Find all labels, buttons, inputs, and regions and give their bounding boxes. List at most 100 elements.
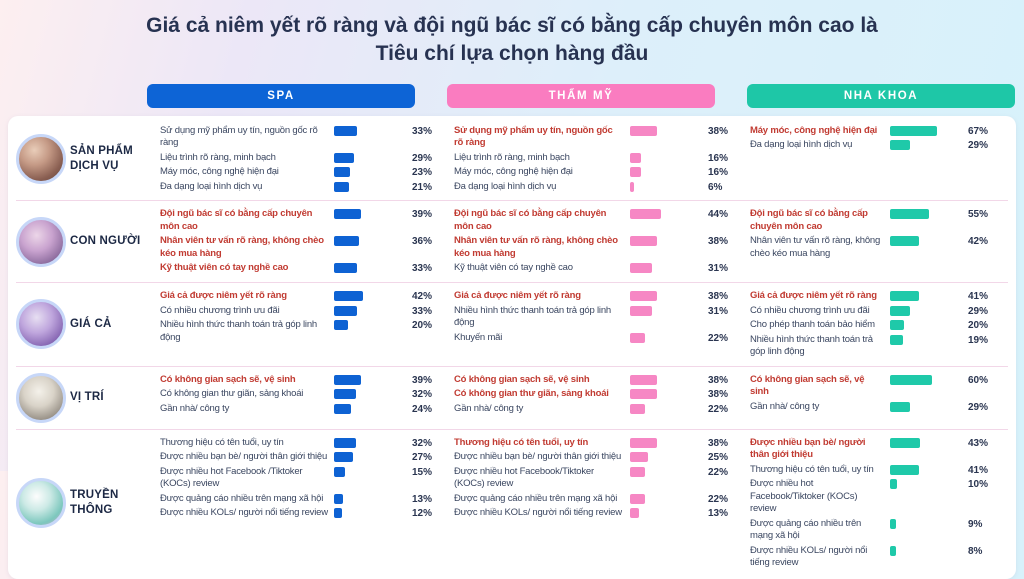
criteria-item: Nhiều hình thức thanh toán trả góp linh … — [454, 305, 740, 330]
value-label: 13% — [412, 493, 433, 505]
criteria-label: Đa dạng loại hình dịch vụ — [454, 180, 557, 192]
bar-track — [630, 181, 700, 192]
bar — [630, 291, 657, 301]
criteria-label: Có không gian sạch sẽ, vệ sinh — [160, 373, 296, 385]
criteria-label: Kỹ thuật viên có tay nghề cao — [454, 262, 573, 274]
value-label: 42% — [412, 291, 433, 302]
bar-track — [890, 139, 960, 151]
criteria-item: Được nhiều bạn bè/ người thân giới thiệu… — [160, 451, 444, 464]
criteria-label: Gần nhà/ công ty — [454, 402, 524, 414]
bar — [890, 236, 920, 247]
bar-track — [334, 388, 404, 400]
criteria-item: Đội ngũ bác sĩ có bằng cấp chuyên môn ca… — [750, 208, 1000, 233]
value-label: 12% — [412, 508, 433, 520]
criteria-label: Đội ngũ bác sĩ có bằng cấp chuyên môn ca… — [750, 208, 868, 232]
criteria-cell-tham-my: Có không gian sạch sẽ, vệ sinh 38% Có khôn… — [454, 373, 746, 417]
bar-track — [890, 334, 960, 345]
criteria-item: Được nhiều bạn bè/ người thân giới thiệu… — [750, 437, 1000, 462]
criteria-item: Có không gian sạch sẽ, vệ sinh 38% — [454, 374, 740, 387]
criteria-item: Giá cả được niêm yết rõ ràng 41% — [750, 290, 1000, 303]
column-header-nha-khoa: NHA KHOA — [747, 83, 1015, 108]
criteria-item: Đội ngũ bác sĩ có bằng cấp chuyên môn ca… — [454, 208, 740, 233]
value-label: 22% — [708, 493, 729, 505]
criteria-label: Đội ngũ bác sĩ có bằng cấp chuyên môn ca… — [454, 208, 607, 232]
value-label: 13% — [708, 508, 729, 520]
criteria-item: Được nhiều KOLs/ người nổi tiếng review 1… — [160, 507, 444, 520]
bar — [334, 209, 362, 220]
criteria-item: Máy móc, công nghệ hiện đại 23% — [160, 166, 444, 179]
category-label: TRUYỀN THÔNG — [70, 489, 119, 517]
facial-treatment-photo-icon — [16, 216, 66, 267]
value-label: 38% — [708, 291, 729, 302]
chart-card: SẢN PHẨM DỊCH VỤ Sử dụng mỹ phẩm uy tín, … — [8, 115, 1016, 579]
criteria-label: Máy móc, công nghệ hiện đại — [454, 166, 573, 178]
bar — [630, 452, 648, 463]
bar-track — [334, 208, 404, 220]
criteria-label: Có không gian thư giãn, sảng khoái — [160, 388, 304, 400]
criteria-item: Có nhiều chương trình ưu đãi 29% — [750, 305, 1000, 318]
value-label: 32% — [412, 437, 433, 449]
bar — [630, 125, 657, 136]
bar — [890, 545, 896, 556]
bar — [890, 334, 904, 345]
criteria-label: Được nhiều bạn bè/ người thân giới thiệu — [750, 436, 866, 461]
bar-track — [890, 208, 960, 220]
value-label: 16% — [708, 167, 729, 179]
bar — [890, 305, 911, 316]
criteria-label: Máy móc, công nghệ hiện đại — [160, 166, 279, 178]
value-label: 15% — [412, 466, 433, 478]
value-label: 38% — [708, 236, 729, 248]
criteria-item: Liệu trình rõ ràng, minh bạch 16% — [454, 152, 740, 165]
bar-track — [890, 518, 960, 529]
category-row: TRUYỀN THÔNG Thương hiệu có tên tuổi, uy … — [16, 430, 1008, 577]
bar-track — [334, 305, 404, 316]
value-label: 33% — [412, 305, 433, 317]
value-label: 55% — [968, 209, 989, 221]
criteria-item: Đội ngũ bác sĩ có bằng cấp chuyên môn ca… — [160, 208, 444, 233]
value-label: 23% — [412, 167, 433, 179]
criteria-label: Có không gian thư giãn, sảng khoái — [454, 388, 609, 400]
bar — [334, 437, 357, 448]
bar — [334, 236, 360, 247]
criteria-item: Nhân viên tư vấn rõ ràng, không chèo kéo… — [160, 235, 444, 260]
criteria-item: Cho phép thanh toán bảo hiểm 20% — [750, 319, 1000, 332]
bar — [890, 320, 904, 331]
criteria-item: Máy móc, công nghệ hiện đại 67% — [750, 125, 1000, 138]
bar-track — [630, 403, 700, 414]
criteria-item: Nhiều hình thức thanh toán trả góp linh … — [160, 319, 444, 344]
criteria-item: Được nhiều bạn bè/ người thân giới thiệu… — [454, 451, 740, 464]
bar — [334, 466, 345, 477]
category-row: CON NGƯỜI Đội ngũ bác sĩ có bằng cấp chuy… — [16, 201, 1008, 283]
bar-track — [630, 466, 700, 477]
value-label: 24% — [412, 403, 433, 415]
massage-spa-photo-icon — [16, 134, 66, 185]
category-row: SẢN PHẨM DỊCH VỤ Sử dụng mỹ phẩm uy tín, … — [16, 118, 1008, 202]
value-label: 22% — [708, 332, 729, 344]
criteria-cell-tham-my: Thương hiệu có tên tuổi, uy tín 38% Được n… — [454, 436, 746, 521]
criteria-cell-nha-khoa: Được nhiều bạn bè/ người thân giới thiệu… — [750, 436, 1006, 571]
criteria-label: Được nhiều bạn bè/ người thân giới thiệu — [454, 451, 622, 463]
criteria-item: Kỹ thuật viên có tay nghề cao 33% — [160, 262, 444, 275]
bar — [630, 236, 657, 247]
bar-track — [334, 166, 404, 178]
value-label: 38% — [708, 125, 729, 137]
value-label: 38% — [708, 389, 729, 401]
column-header-tham-my: THẨM MỸ — [447, 83, 715, 108]
criteria-label: Được nhiều KOLs/ người nổi tiếng review — [160, 507, 328, 519]
value-label: 38% — [708, 374, 729, 386]
criteria-label: Cho phép thanh toán bảo hiểm — [750, 319, 875, 331]
bar — [630, 508, 640, 519]
criteria-label: Thương hiệu có tên tuổi, uy tín — [160, 436, 284, 448]
value-label: 25% — [708, 452, 729, 464]
bar — [890, 291, 919, 301]
criteria-label: Sử dụng mỹ phẩm uy tín, nguồn gốc rõ ràn… — [454, 124, 613, 149]
bar — [334, 493, 344, 504]
bar-track — [630, 262, 700, 274]
bar-track — [334, 451, 404, 463]
bar-track — [334, 466, 404, 477]
bar — [630, 209, 661, 220]
criteria-label: Thương hiệu có tên tuổi, uy tín — [454, 436, 589, 448]
bar-track — [890, 374, 960, 385]
value-label: 10% — [968, 479, 989, 491]
criteria-label: Được quảng cáo nhiều trên mạng xã hội — [454, 492, 618, 504]
